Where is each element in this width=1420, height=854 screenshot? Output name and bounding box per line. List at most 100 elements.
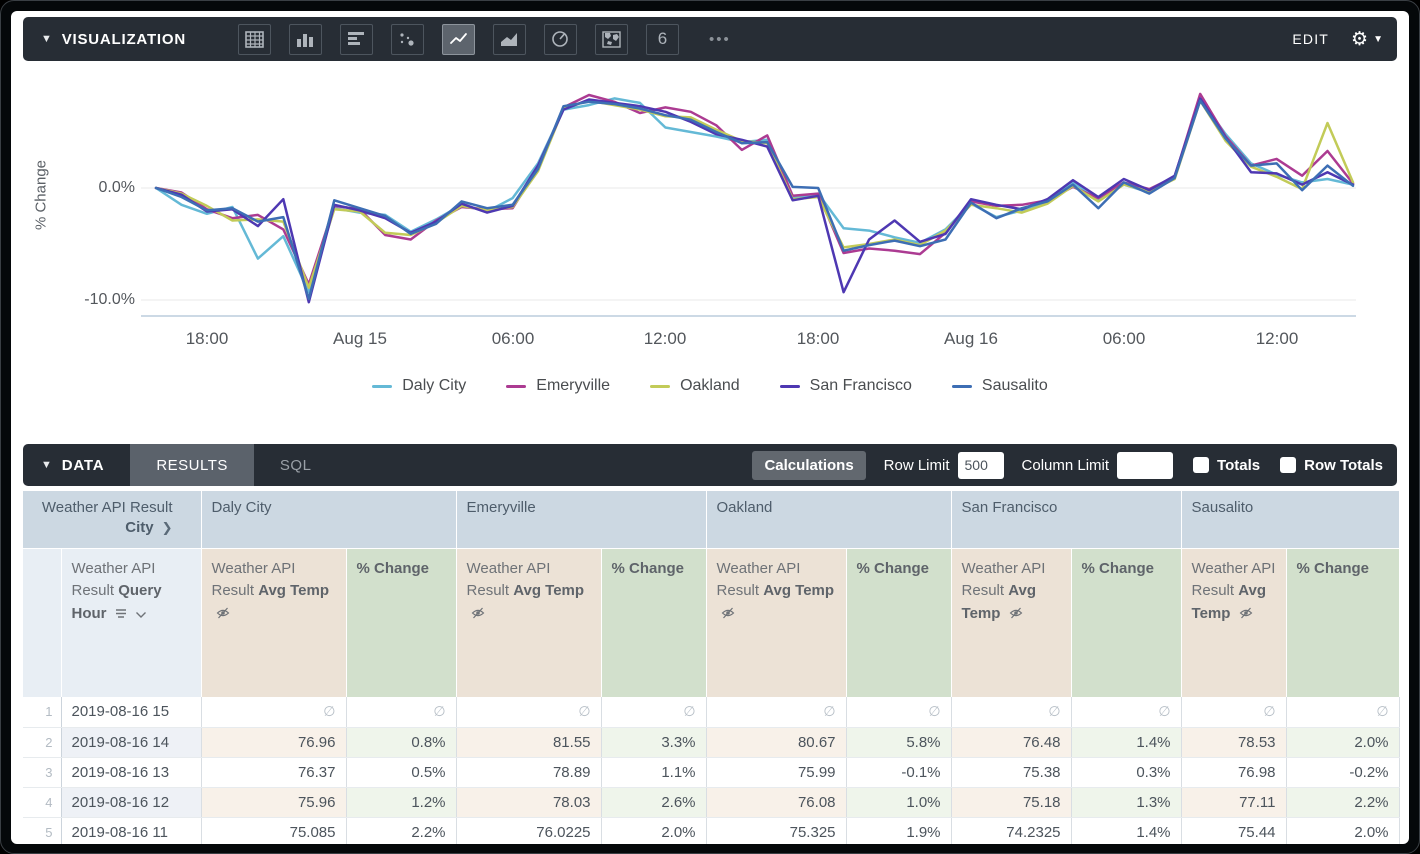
pct-change-cell[interactable]: 5.8%	[846, 727, 952, 758]
pivot-value-header[interactable]: Emeryville	[456, 491, 707, 549]
avg-temp-header[interactable]: Weather API Result Avg Temp	[951, 548, 1072, 697]
data-section-toggle[interactable]: ▼ DATA	[23, 457, 130, 474]
map-vis-icon[interactable]	[594, 23, 628, 55]
avg-temp-header[interactable]: Weather API Result Avg Temp	[201, 548, 347, 697]
avg-temp-cell[interactable]: 76.0225	[456, 817, 602, 844]
pct-change-cell[interactable]: ∅	[1071, 697, 1182, 728]
vis-settings-menu[interactable]: ⚙ ▼	[1351, 30, 1383, 49]
pct-change-cell[interactable]: ∅	[1286, 697, 1400, 728]
avg-temp-cell[interactable]: 80.67	[706, 727, 847, 758]
line-chart-vis-icon[interactable]	[441, 23, 475, 55]
pivot-dimension-header[interactable]: Weather API Result City ❯	[23, 491, 202, 549]
pct-change-cell[interactable]: 2.0%	[1286, 727, 1400, 758]
scatter-vis-icon[interactable]	[390, 23, 424, 55]
row-limit-input[interactable]	[957, 451, 1004, 479]
avg-temp-cell[interactable]: 75.325	[706, 817, 847, 844]
legend-item[interactable]: San Francisco	[779, 377, 912, 395]
avg-temp-cell[interactable]: 78.89	[456, 757, 602, 788]
query-hour-header[interactable]: Weather API Result Query Hour	[60, 548, 202, 697]
avg-temp-cell[interactable]: 75.44	[1181, 817, 1287, 844]
pct-change-cell[interactable]: 2.0%	[1286, 817, 1400, 844]
row-totals-checkbox[interactable]	[1280, 457, 1297, 473]
pct-change-cell[interactable]: ∅	[346, 697, 457, 728]
pct-change-cell[interactable]: 2.6%	[601, 787, 707, 818]
pct-change-cell[interactable]: 2.2%	[346, 817, 457, 844]
bar-chart-vis-icon[interactable]	[339, 23, 373, 55]
pie-chart-vis-icon[interactable]	[543, 23, 577, 55]
pct-change-cell[interactable]: 1.0%	[846, 787, 952, 818]
avg-temp-cell[interactable]: ∅	[201, 697, 347, 728]
query-hour-cell[interactable]: 2019-08-16 13	[61, 757, 202, 788]
legend-item[interactable]: Sausalito	[951, 377, 1048, 395]
pivot-value-header[interactable]: Daly City	[201, 491, 457, 549]
pct-change-cell[interactable]: 0.3%	[1071, 757, 1182, 788]
avg-temp-cell[interactable]: ∅	[1181, 697, 1287, 728]
query-hour-cell[interactable]: 2019-08-16 14	[61, 727, 202, 758]
pct-change-cell[interactable]: 2.0%	[601, 817, 707, 844]
avg-temp-cell[interactable]: 78.03	[456, 787, 602, 818]
pct-change-cell[interactable]: -0.1%	[846, 757, 952, 788]
edit-button[interactable]: EDIT	[1292, 31, 1330, 47]
totals-checkbox[interactable]	[1193, 457, 1210, 473]
pct-change-cell[interactable]: 1.4%	[1071, 727, 1182, 758]
query-hour-cell[interactable]: 2019-08-16 15	[61, 697, 202, 728]
avg-temp-cell[interactable]: 75.99	[706, 757, 847, 788]
avg-temp-cell[interactable]: 75.96	[201, 787, 347, 818]
pct-change-cell[interactable]: 2.2%	[1286, 787, 1400, 818]
legend-item[interactable]: Oakland	[650, 377, 740, 395]
pct-change-cell[interactable]: ∅	[601, 697, 707, 728]
avg-temp-cell[interactable]: 75.085	[201, 817, 347, 844]
tab-results[interactable]: RESULTS	[130, 444, 254, 486]
pct-change-cell[interactable]: 3.3%	[601, 727, 707, 758]
avg-temp-header[interactable]: Weather API Result Avg Temp	[706, 548, 847, 697]
pivot-value-header[interactable]: San Francisco	[951, 491, 1182, 549]
column-chart-vis-icon[interactable]	[288, 23, 322, 55]
pct-change-header[interactable]: % Change	[1071, 548, 1182, 697]
pct-change-cell[interactable]: -0.2%	[1286, 757, 1400, 788]
calculations-button[interactable]: Calculations	[752, 450, 866, 480]
chevron-down-icon[interactable]	[135, 604, 147, 627]
avg-temp-cell[interactable]: 76.48	[951, 727, 1072, 758]
avg-temp-cell[interactable]: 76.37	[201, 757, 347, 788]
pct-change-cell[interactable]: ∅	[846, 697, 952, 728]
more-vis-types-button[interactable]: •••	[708, 30, 731, 48]
legend-item[interactable]: Emeryville	[506, 377, 610, 395]
avg-temp-cell[interactable]: ∅	[706, 697, 847, 728]
avg-temp-header[interactable]: Weather API Result Avg Temp	[1181, 548, 1287, 697]
pct-change-cell[interactable]: 1.1%	[601, 757, 707, 788]
pct-change-header[interactable]: % Change	[601, 548, 707, 697]
pct-change-header[interactable]: % Change	[346, 548, 457, 697]
single-value-vis-icon[interactable]: 6	[645, 23, 679, 55]
avg-temp-cell[interactable]: 77.11	[1181, 787, 1287, 818]
avg-temp-cell[interactable]: 76.96	[201, 727, 347, 758]
query-hour-cell[interactable]: 2019-08-16 11	[61, 817, 202, 844]
avg-temp-cell[interactable]: 81.55	[456, 727, 602, 758]
table-vis-icon[interactable]	[237, 23, 271, 55]
line-chart[interactable]	[11, 61, 1409, 444]
pct-change-header[interactable]: % Change	[846, 548, 952, 697]
legend-item[interactable]: Daly City	[372, 377, 466, 395]
visualization-section-toggle[interactable]: ▼ VISUALIZATION	[41, 31, 186, 48]
avg-temp-cell[interactable]: ∅	[951, 697, 1072, 728]
avg-temp-cell[interactable]: ∅	[456, 697, 602, 728]
pct-change-cell[interactable]: 0.8%	[346, 727, 457, 758]
column-limit-input[interactable]	[1117, 451, 1174, 479]
tab-sql[interactable]: SQL	[279, 456, 312, 474]
avg-temp-cell[interactable]: 76.08	[706, 787, 847, 818]
avg-temp-cell[interactable]: 76.98	[1181, 757, 1287, 788]
pct-change-cell[interactable]: 1.3%	[1071, 787, 1182, 818]
avg-temp-cell[interactable]: 75.38	[951, 757, 1072, 788]
avg-temp-cell[interactable]: 75.18	[951, 787, 1072, 818]
pct-change-cell[interactable]: 1.9%	[846, 817, 952, 844]
avg-temp-header[interactable]: Weather API Result Avg Temp	[456, 548, 602, 697]
query-hour-cell[interactable]: 2019-08-16 12	[61, 787, 202, 818]
pivot-value-header[interactable]: Sausalito	[1181, 491, 1400, 549]
pct-change-header[interactable]: % Change	[1286, 548, 1400, 697]
pct-change-cell[interactable]: 1.2%	[346, 787, 457, 818]
pivot-value-header[interactable]: Oakland	[706, 491, 952, 549]
pct-change-cell[interactable]: 1.4%	[1071, 817, 1182, 844]
pct-change-cell[interactable]: 0.5%	[346, 757, 457, 788]
area-chart-vis-icon[interactable]	[492, 23, 526, 55]
avg-temp-cell[interactable]: 74.2325	[951, 817, 1072, 844]
avg-temp-cell[interactable]: 78.53	[1181, 727, 1287, 758]
